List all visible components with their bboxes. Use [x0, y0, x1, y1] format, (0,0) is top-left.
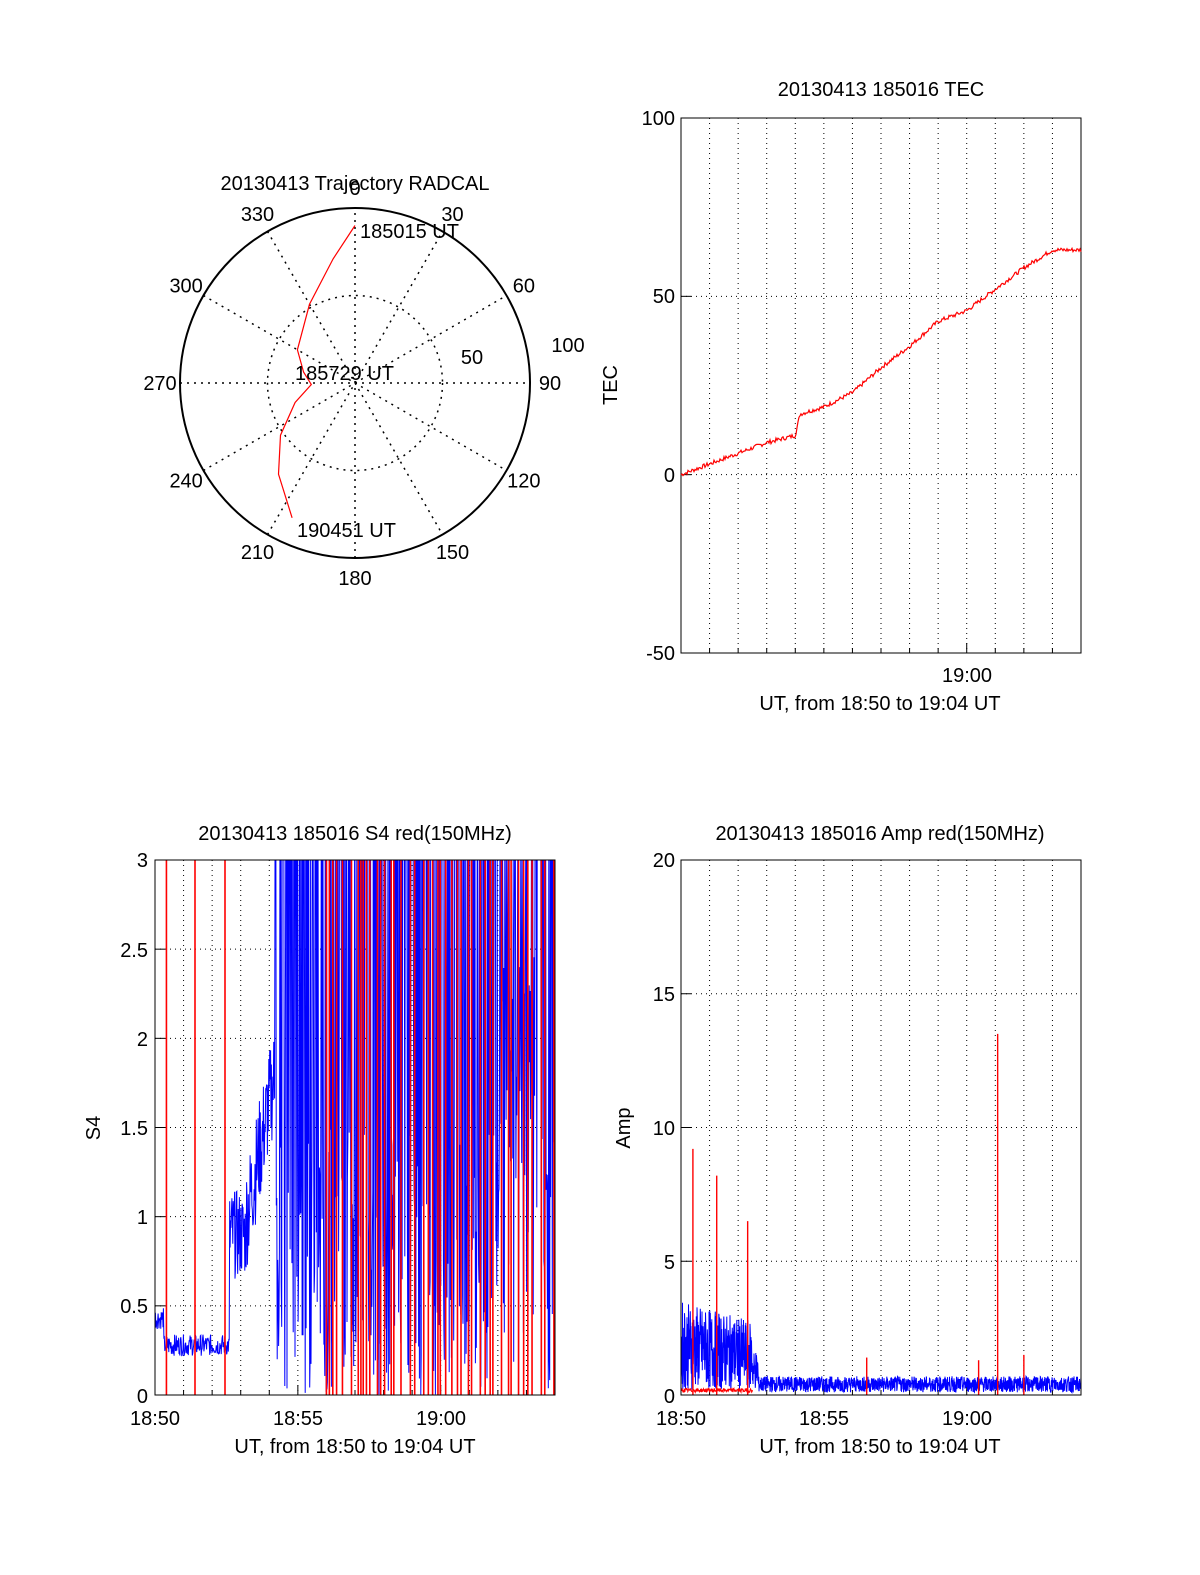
s4-axes-frame: [154, 859, 556, 1396]
polar-azimuth-label: 330: [241, 204, 274, 226]
s4-ytick-2: 2: [137, 1029, 148, 1051]
polar-azimuth-label: 300: [169, 276, 202, 298]
traj-annot-mid: 185729 UT: [295, 363, 394, 385]
polar-azimuth-labels: 0 30 60 90 120 150 180 210 240 270 300 330: [143, 178, 561, 590]
s4-xtick-1900: 19:00: [416, 1408, 466, 1430]
amp-xtick-1855: 18:55: [799, 1408, 849, 1430]
amp-ytick-20: 20: [653, 850, 675, 872]
tec-ytick-0: 0: [664, 465, 675, 487]
s4-ytick-1: 1: [137, 1207, 148, 1229]
amp-plot: 20130413 185016 Amp red(150MHz) 20 15 10…: [613, 823, 1082, 1458]
polar-azimuth-label: 0: [349, 178, 360, 200]
polar-radial-label-100: 100: [551, 335, 584, 357]
amp-xtick-1900: 19:00: [942, 1408, 992, 1430]
amp-ytick-5: 5: [664, 1252, 675, 1274]
polar-radial-label-50: 50: [461, 347, 483, 369]
polar-circle-50: [266, 294, 444, 472]
s4-title: 20130413 185016 S4 red(150MHz): [198, 823, 512, 845]
trajectory-plot: 20130413 Trajectory RADCAL 0 30 60 90 120 150…: [143, 173, 584, 590]
amp-axes-frame: [680, 859, 1082, 1396]
amp-ylabel: Amp: [613, 1107, 635, 1148]
tec-ytick-neg50: -50: [646, 643, 675, 665]
s4-xtick-1855: 18:55: [273, 1408, 323, 1430]
tec-plot: 20130413 185016 TEC 100 50 0 -50 19:00 U…: [600, 79, 1082, 715]
tec-title: 20130413 185016 TEC: [778, 79, 984, 101]
tec-series-line: [680, 246, 1082, 477]
amp-blue-trace: [680, 1302, 1082, 1394]
s4-ytick-2.5: 2.5: [120, 940, 148, 962]
s4-plot: 20130413 185016 S4 red(150MHz) 3 2.5 2 1…: [83, 823, 556, 1458]
amp-grid: [681, 860, 1081, 1395]
amp-xtick-1850: 18:50: [656, 1408, 706, 1430]
polar-azimuth-label: 150: [436, 542, 469, 564]
polar-azimuth-label: 120: [507, 471, 540, 493]
polar-azimuth-label: 180: [338, 568, 371, 590]
polar-grid: [179, 207, 531, 559]
s4-ytick-3: 3: [137, 850, 148, 872]
polar-azimuth-label: 270: [143, 373, 176, 395]
amp-ytick-15: 15: [653, 984, 675, 1006]
traj-annot-start: 185015 UT: [360, 221, 459, 243]
amp-ytick-10: 10: [653, 1118, 675, 1140]
trajectory-title: 20130413 Trajectory RADCAL: [220, 173, 489, 195]
s4-ytick-0.5: 0.5: [120, 1296, 148, 1318]
s4-ylabel: S4: [83, 1116, 105, 1140]
amp-title: 20130413 185016 Amp red(150MHz): [715, 823, 1044, 845]
tec-axes-frame: [680, 117, 1082, 654]
tec-xlabel: UT, from 18:50 to 19:04 UT: [759, 693, 1000, 715]
tec-grid: [681, 118, 1081, 653]
tec-ytick-50: 50: [653, 286, 675, 308]
s4-ytick-1.5: 1.5: [120, 1118, 148, 1140]
polar-azimuth-label: 60: [513, 276, 535, 298]
tec-xtick-1900: 19:00: [942, 665, 992, 687]
tec-ytick-100: 100: [642, 108, 675, 130]
tec-ylabel: TEC: [600, 365, 622, 405]
traj-annot-end: 190451 UT: [297, 520, 396, 542]
polar-spoke: [266, 231, 444, 535]
amp-xlabel: UT, from 18:50 to 19:04 UT: [759, 1436, 1000, 1458]
trajectory-line: [277, 225, 356, 518]
polar-azimuth-label: 90: [539, 373, 561, 395]
amp-ytick-0: 0: [664, 1386, 675, 1408]
polar-azimuth-label: 30: [441, 204, 463, 226]
s4-xtick-1850: 18:50: [130, 1408, 180, 1430]
polar-azimuth-label: 210: [241, 542, 274, 564]
polar-azimuth-label: 240: [169, 471, 202, 493]
s4-series: [154, 859, 555, 1396]
s4-xlabel: UT, from 18:50 to 19:04 UT: [234, 1436, 475, 1458]
amp-series: [680, 1033, 1082, 1395]
s4-ytick-0: 0: [137, 1386, 148, 1408]
